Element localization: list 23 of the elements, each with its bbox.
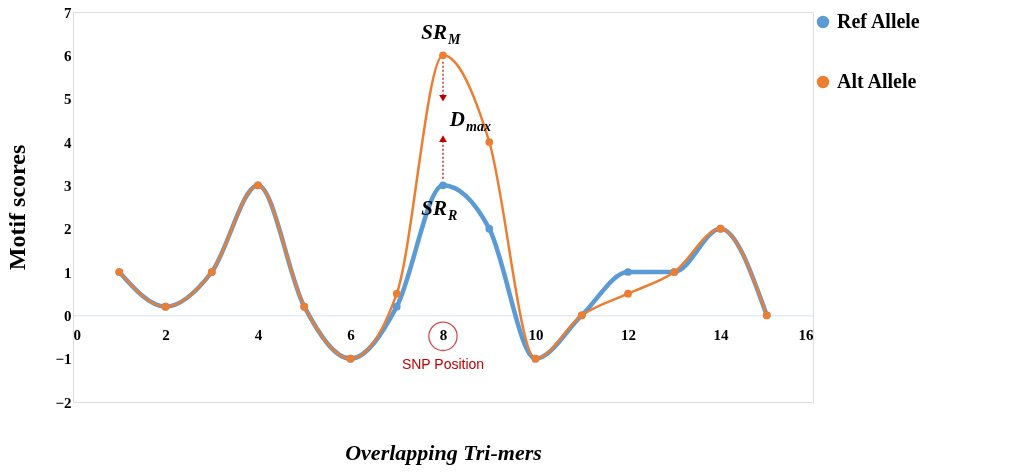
y-tick-label: 5 — [64, 91, 72, 108]
y-tick-label: −2 — [55, 394, 72, 411]
x-axis-title: Overlapping Tri-mers — [345, 439, 542, 465]
y-tick-label: 6 — [64, 47, 72, 64]
y-tick-label: −1 — [55, 351, 72, 368]
x-tick-label: 14 — [713, 326, 729, 343]
y-axis-title: Motif scores — [4, 144, 31, 271]
x-tick-label: 8 — [439, 326, 448, 343]
y-tick-label: 0 — [64, 307, 72, 324]
x-tick-label: 10 — [528, 326, 544, 343]
y-tick-label: 7 — [64, 4, 72, 21]
y-tick-label: 3 — [64, 177, 72, 194]
annotation: SNP Position — [401, 356, 485, 373]
x-tick-label: 12 — [621, 326, 636, 343]
legend-label: Alt Allele — [837, 70, 917, 92]
x-tick-label: 2 — [162, 326, 170, 343]
legend-label: Ref Allele — [837, 10, 920, 32]
y-tick-label: 4 — [64, 134, 72, 151]
y-tick-label: 1 — [64, 264, 72, 281]
y-tick-label: 2 — [64, 221, 72, 238]
x-tick-label: 6 — [347, 326, 356, 343]
x-tick-label: 4 — [254, 326, 263, 343]
x-tick-label: 16 — [798, 326, 814, 343]
